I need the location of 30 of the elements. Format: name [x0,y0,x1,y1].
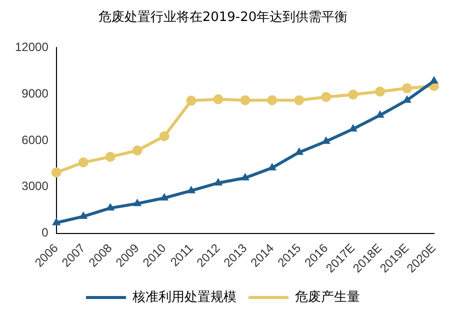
point [294,95,304,106]
y-tick-label: 0 [42,226,49,240]
point [186,96,196,106]
point [105,152,116,162]
point [132,198,142,206]
y-tick-label: 3000 [22,179,49,194]
point [213,94,224,104]
point [240,95,250,106]
point [79,211,88,219]
point [160,193,169,200]
legend-label: 核准利用处置规模 [132,290,236,305]
y-tick-label: 12000 [14,40,49,54]
y-tick-label: 9000 [22,86,49,100]
point [186,186,196,194]
legend-label: 危废产生量 [295,290,360,305]
point [321,92,332,102]
point [51,167,62,178]
chart-title: 危废处置行业将在2019-20年达到供需平衡 [98,10,348,26]
point [402,83,412,94]
point [348,90,358,100]
point [267,95,278,106]
point [132,146,142,156]
point [240,172,250,180]
point [78,157,88,168]
point [375,86,386,97]
point [52,218,61,226]
point [159,131,170,142]
point [214,178,223,186]
y-tick-label: 6000 [22,132,49,147]
point [430,76,438,84]
